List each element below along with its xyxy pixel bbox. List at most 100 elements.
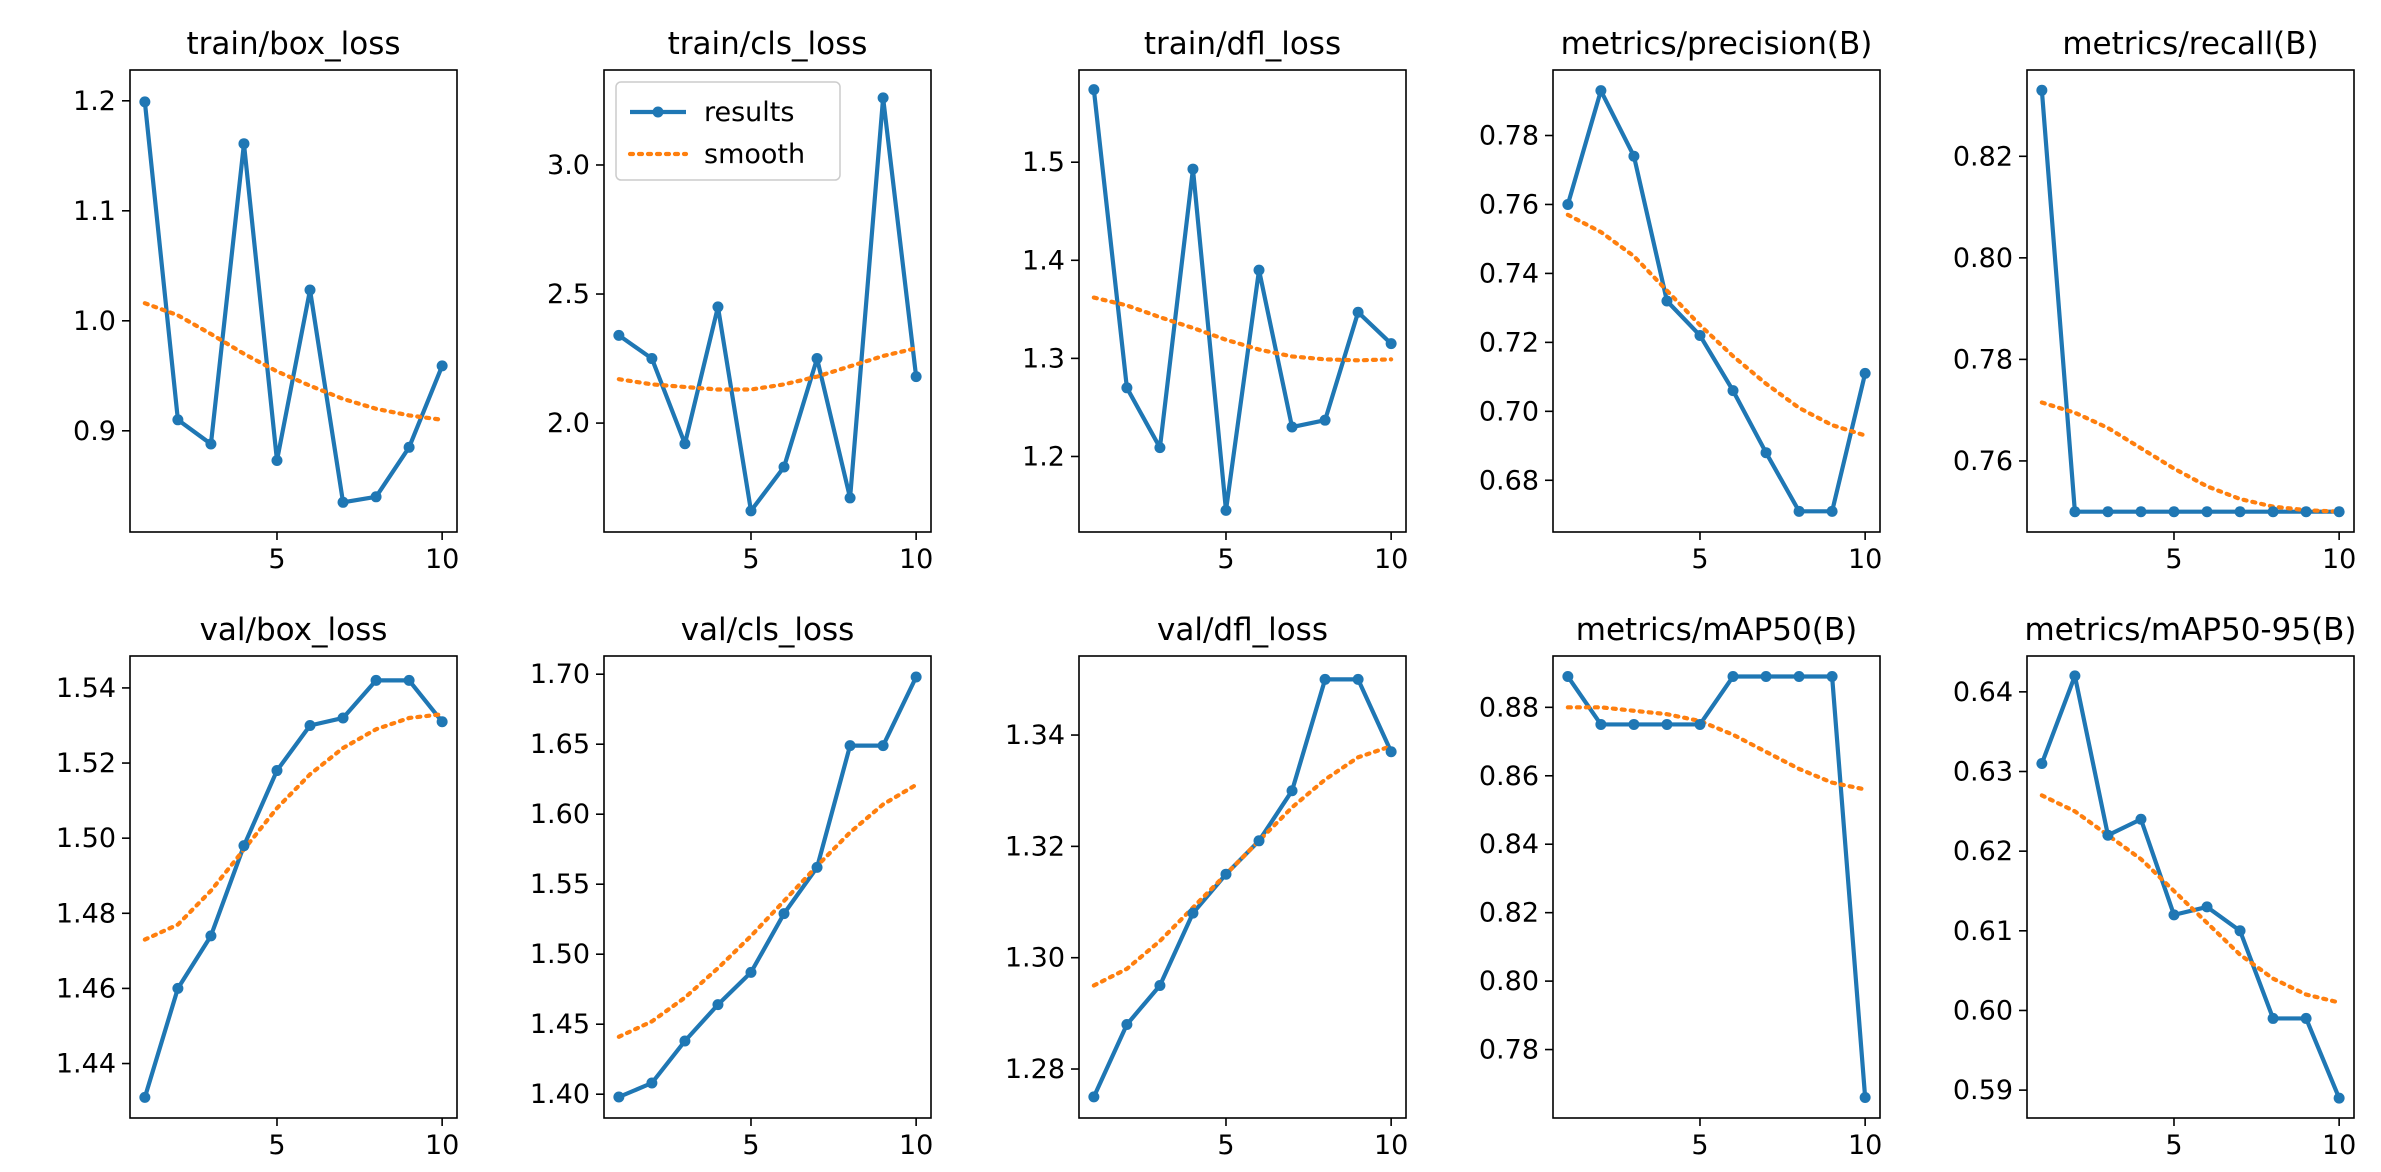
results-data-point — [2036, 84, 2048, 96]
x-tick-label: 10 — [899, 1130, 933, 1161]
results-data-point — [2201, 506, 2213, 518]
chart-title: train/dfl_loss — [1144, 26, 1341, 62]
results-data-point — [1088, 84, 1100, 96]
results-data-point — [1352, 673, 1364, 685]
axes-frame — [129, 69, 458, 533]
results-data-point — [646, 1077, 658, 1089]
results-data-point — [910, 371, 922, 383]
y-tick-label: 0.76 — [1479, 189, 1539, 220]
results-data-point — [1286, 785, 1298, 797]
results-series-line — [142, 99, 445, 505]
y-tick-label: 0.80 — [1479, 966, 1539, 997]
results-data-point — [1628, 718, 1640, 730]
results-data-point — [1595, 85, 1607, 97]
results-data-point — [778, 908, 790, 920]
results-data-point — [139, 1091, 151, 1103]
y-tick-label: 1.30 — [1005, 943, 1065, 974]
results-series-line — [2039, 88, 2342, 514]
x-tick-label: 5 — [268, 544, 285, 575]
x-tick-label: 10 — [1848, 1130, 1882, 1161]
results-data-point — [679, 438, 691, 450]
y-tick-label: 1.44 — [56, 1049, 116, 1080]
results-data-point — [2300, 1012, 2312, 1024]
results-data-point — [172, 414, 184, 426]
results-series-line — [1565, 674, 1868, 1100]
y-tick-label: 1.32 — [1005, 831, 1065, 862]
results-data-point — [745, 505, 757, 517]
y-tick-label: 3.0 — [547, 150, 590, 181]
results-data-point — [1793, 671, 1805, 683]
y-tick-label: 1.1 — [73, 196, 116, 227]
results-data-point — [271, 455, 283, 466]
results-data-point — [1154, 442, 1166, 454]
y-tick-label: 0.84 — [1479, 829, 1539, 860]
y-tick-label: 0.68 — [1479, 465, 1539, 496]
results-data-point — [271, 765, 283, 777]
results-data-point — [1187, 907, 1199, 919]
chart-panel: metrics/precision(B) 5 10 0.68 0.70 0.72 0.74 0… — [1479, 26, 1882, 575]
results-data-point — [2267, 1012, 2279, 1024]
results-data-point — [646, 353, 658, 365]
chart-panel: metrics/recall(B) 5 10 0.76 0.78 0.80 0.82 — [1953, 26, 2356, 575]
x-tick-label: 5 — [1217, 1130, 1234, 1161]
chart-panel: metrics/mAP50-95(B) 5 10 0.59 0.60 0.61 0.62 0.… — [1953, 612, 2357, 1161]
x-tick-label: 10 — [425, 1130, 459, 1161]
results-data-point — [1661, 295, 1673, 307]
results-data-point — [205, 438, 217, 450]
results-data-point — [1154, 980, 1166, 992]
results-data-point — [304, 284, 316, 296]
y-tick-label: 0.59 — [1953, 1075, 2013, 1106]
plot-area — [613, 92, 922, 517]
results-data-point — [2168, 506, 2180, 518]
results-data-point — [205, 930, 217, 942]
results-data-point — [1253, 835, 1265, 847]
results-data-point — [1859, 367, 1871, 379]
results-data-point — [1760, 671, 1772, 683]
results-data-point — [2102, 829, 2114, 841]
results-data-point — [877, 92, 889, 104]
y-tick-label: 1.4 — [1022, 245, 1065, 276]
results-data-point — [877, 740, 889, 752]
results-data-point — [1220, 504, 1232, 516]
results-data-point — [745, 966, 757, 978]
results-data-point — [778, 461, 790, 473]
results-data-point — [370, 491, 382, 503]
y-tick-label: 0.74 — [1479, 258, 1539, 289]
y-tick-label: 0.76 — [1953, 446, 2013, 477]
results-data-point — [139, 96, 151, 108]
x-tick-label: 5 — [1217, 544, 1234, 575]
axes-frame — [603, 655, 932, 1119]
results-data-point — [1121, 1018, 1133, 1030]
results-data-point — [1727, 671, 1739, 683]
y-tick-label: 0.78 — [1479, 121, 1539, 152]
results-data-point — [1253, 264, 1265, 276]
smooth-series-line — [1091, 295, 1394, 363]
x-tick-label: 10 — [2322, 1130, 2356, 1161]
chart-title: train/box_loss — [186, 26, 400, 62]
chart-title: metrics/mAP50-95(B) — [2024, 612, 2356, 648]
y-tick-label: 2.0 — [547, 408, 590, 439]
plot-area — [1562, 671, 1871, 1103]
results-data-point — [1385, 746, 1397, 758]
axes-frame — [603, 69, 932, 533]
results-data-point — [1088, 1091, 1100, 1103]
results-data-point — [436, 360, 448, 372]
y-tick-label: 1.50 — [530, 939, 590, 970]
axes-frame — [1078, 69, 1407, 533]
results-data-point — [2333, 506, 2345, 518]
smooth-series-line — [1565, 705, 1868, 792]
y-tick-label: 1.70 — [530, 659, 590, 690]
y-tick-label: 1.34 — [1005, 720, 1065, 751]
chart-title: metrics/precision(B) — [1561, 26, 1873, 62]
results-series-line — [142, 678, 445, 1100]
chart-panel: val/dfl_loss 5 10 1.28 1.30 1.32 1.34 — [1005, 612, 1408, 1161]
y-tick-label: 0.72 — [1479, 327, 1539, 358]
results-series-line — [1565, 88, 1868, 514]
chart-title: val/dfl_loss — [1157, 612, 1328, 648]
chart-panel: train/cls_loss 5 10 2.0 2.5 3.0 results smooth — [547, 26, 933, 575]
results-data-point — [1727, 385, 1739, 397]
x-tick-label: 5 — [2165, 544, 2182, 575]
results-data-point — [910, 671, 922, 683]
results-data-point — [1385, 338, 1397, 350]
y-tick-label: 1.40 — [530, 1079, 590, 1110]
